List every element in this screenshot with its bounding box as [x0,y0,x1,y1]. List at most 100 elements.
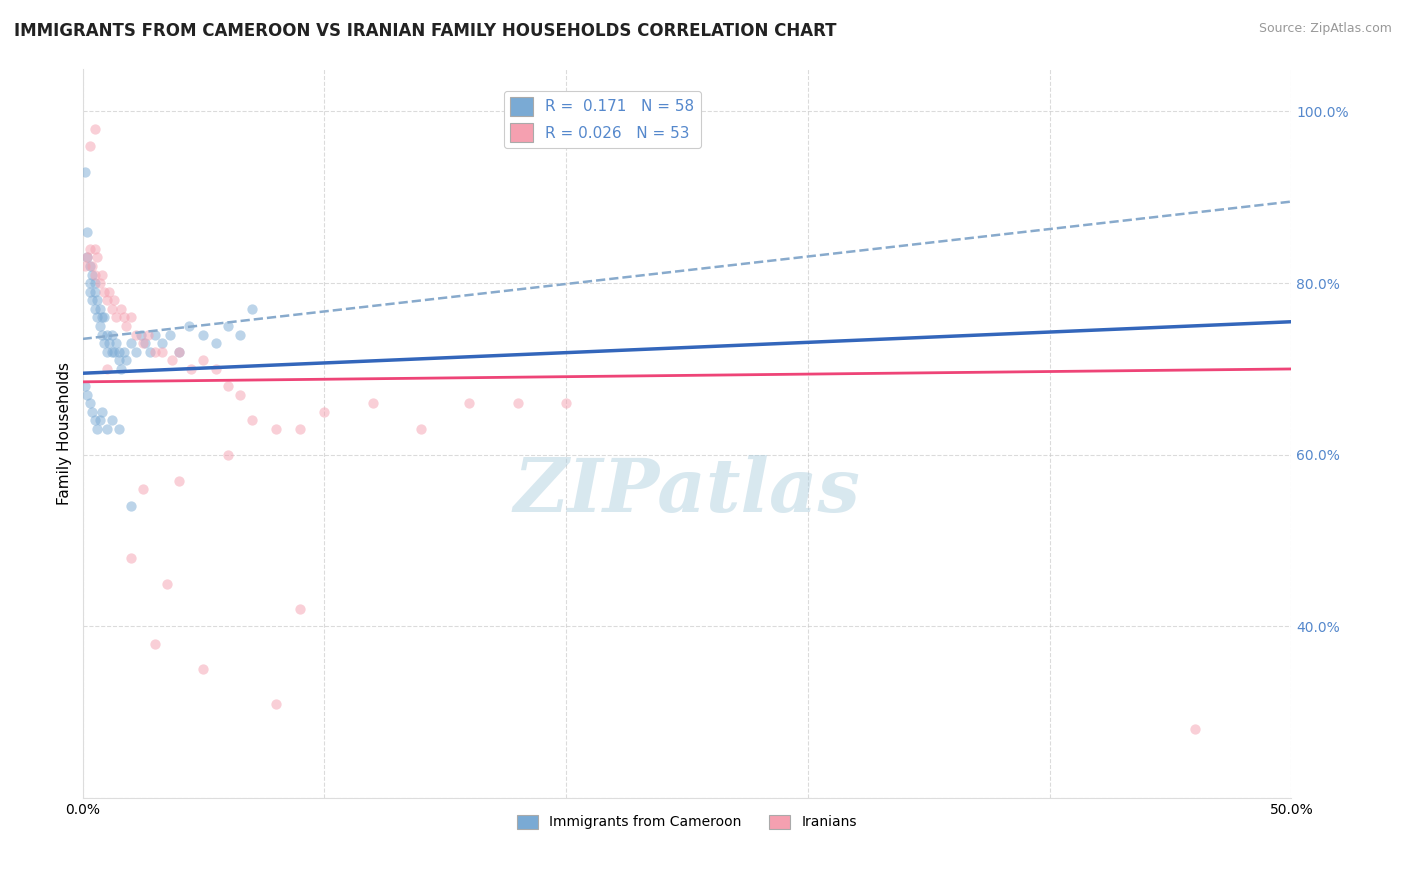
Point [76,251,98,265]
Point [79,396,101,410]
Legend: Immigrants from Cameroon, Iranians: Immigrants from Cameroon, Iranians [512,809,862,835]
Point [120,500,142,514]
Point [204,336,226,351]
Point [100,413,122,427]
Point [86,293,108,308]
Point [96,293,118,308]
Point [288,602,311,616]
Point [82,259,104,273]
Point [143,637,166,651]
Point [169,474,191,488]
Point [83,268,105,282]
Point [120,550,142,565]
Point [458,396,481,410]
Point [76,251,98,265]
Text: ZIPatlas: ZIPatlas [513,456,860,528]
Point [79,276,101,290]
Point [193,327,215,342]
Point [314,405,336,419]
Point [86,251,108,265]
Point [96,344,118,359]
Point [240,413,263,427]
Point [100,301,122,316]
Point [110,301,132,316]
Point [217,448,239,462]
Point [93,336,115,351]
Point [91,310,114,325]
Point [89,276,111,290]
Point [264,697,287,711]
Point [288,422,311,436]
Point [156,576,179,591]
Point [89,413,111,427]
Point [177,319,200,334]
Point [103,344,125,359]
Point [125,344,148,359]
Point [506,396,529,410]
Point [169,344,191,359]
Point [129,327,152,342]
Point [132,336,155,351]
Point [150,336,173,351]
Point [91,405,114,419]
Point [134,336,156,351]
Point [229,327,252,342]
Text: IMMIGRANTS FROM CAMEROON VS IRANIAN FAMILY HOUSEHOLDS CORRELATION CHART: IMMIGRANTS FROM CAMEROON VS IRANIAN FAMI… [14,22,837,40]
Point [100,344,122,359]
Point [79,242,101,256]
Point [125,327,148,342]
Point [96,422,118,436]
Point [204,362,226,376]
Point [108,422,131,436]
Point [409,422,432,436]
Text: Source: ZipAtlas.com: Source: ZipAtlas.com [1258,22,1392,36]
Point [82,405,104,419]
Point [136,327,159,342]
Y-axis label: Family Households: Family Households [58,362,72,505]
Point [83,242,105,256]
Point [240,301,263,316]
Point [110,362,132,376]
Point [105,310,128,325]
Point [83,301,105,316]
Point [143,344,166,359]
Point [98,336,121,351]
Point [100,327,122,342]
Point [112,310,135,325]
Point [82,268,104,282]
Point [73,259,96,273]
Point [79,285,101,299]
Point [82,293,104,308]
Point [193,353,215,368]
Point [217,319,239,334]
Point [160,353,183,368]
Point [83,121,105,136]
Point [73,164,96,178]
Point [150,344,173,359]
Point [86,310,108,325]
Point [115,319,138,334]
Point [361,396,384,410]
Point [79,138,101,153]
Point [229,387,252,401]
Point [96,362,118,376]
Point [169,344,191,359]
Point [89,301,111,316]
Point [120,336,142,351]
Point [79,259,101,273]
Point [83,285,105,299]
Point [93,310,115,325]
Point [108,344,131,359]
Point [83,276,105,290]
Point [83,413,105,427]
Point [96,327,118,342]
Point [112,344,135,359]
Point [143,327,166,342]
Point [1184,723,1206,737]
Point [159,327,181,342]
Point [139,344,162,359]
Point [193,662,215,676]
Point [98,285,121,299]
Point [76,225,98,239]
Point [86,422,108,436]
